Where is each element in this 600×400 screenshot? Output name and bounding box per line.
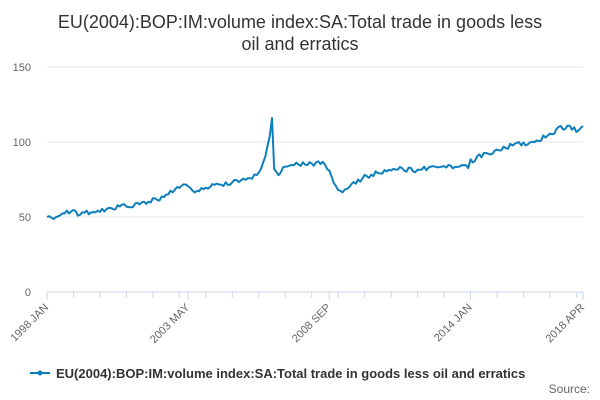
data-point[interactable] <box>121 204 127 210</box>
gridlines <box>47 66 583 293</box>
data-point[interactable] <box>95 210 101 216</box>
data-point[interactable] <box>320 159 326 165</box>
data-point[interactable] <box>386 168 392 174</box>
y-tick-label: 150 <box>13 62 31 74</box>
data-point[interactable] <box>293 160 299 166</box>
data-point[interactable] <box>185 183 191 189</box>
data-point[interactable] <box>201 184 207 190</box>
legend-label[interactable]: EU(2004):BOP:IM:volume index:SA:Total tr… <box>56 366 525 381</box>
data-point[interactable] <box>492 148 498 154</box>
data-point[interactable] <box>81 210 87 216</box>
data-point[interactable] <box>260 162 266 168</box>
data-point[interactable] <box>479 153 485 159</box>
data-point[interactable] <box>452 165 458 171</box>
data-point[interactable] <box>254 172 260 178</box>
data-point[interactable] <box>346 184 352 190</box>
data-point[interactable] <box>280 166 286 172</box>
data-point[interactable] <box>558 124 564 130</box>
data-point[interactable] <box>267 133 273 139</box>
data-point[interactable] <box>426 165 432 171</box>
data-point[interactable] <box>399 166 405 172</box>
x-axis: 1998 JAN 2003 MAY 2008 SEP 2014 JAN 2018 APR <box>8 292 587 346</box>
data-point[interactable] <box>148 198 154 204</box>
chart-title-line-1: EU(2004):BOP:IM:volume index:SA:Total tr… <box>58 12 542 32</box>
data-point[interactable] <box>306 162 312 168</box>
data-point[interactable] <box>468 159 474 165</box>
x-tick-label: 1998 JAN <box>8 302 51 345</box>
series-line[interactable] <box>46 117 584 220</box>
y-tick-label: 100 <box>13 137 31 149</box>
source-label: Source: <box>549 382 590 396</box>
data-point[interactable] <box>359 175 365 181</box>
data-point[interactable] <box>269 115 275 121</box>
data-point[interactable] <box>227 180 233 186</box>
chart-title-line-2: oil and erratics <box>241 34 358 54</box>
data-point[interactable] <box>55 213 61 219</box>
series-layer <box>44 115 586 222</box>
data-point[interactable] <box>518 141 524 147</box>
data-point[interactable] <box>240 177 246 183</box>
data-point[interactable] <box>44 216 50 222</box>
data-point[interactable] <box>580 124 586 130</box>
x-tick-label: 2018 APR <box>544 302 588 346</box>
data-point[interactable] <box>505 144 511 150</box>
data-point[interactable] <box>214 183 220 189</box>
data-point[interactable] <box>333 184 339 190</box>
data-point[interactable] <box>108 205 114 211</box>
data-point[interactable] <box>373 171 379 177</box>
data-point[interactable] <box>276 172 282 178</box>
data-point[interactable] <box>174 184 180 190</box>
data-point[interactable] <box>326 169 332 175</box>
data-point[interactable] <box>134 202 140 208</box>
data-point[interactable] <box>271 166 277 172</box>
data-point[interactable] <box>545 133 551 139</box>
data-point[interactable] <box>161 195 167 201</box>
x-tick-label: 2008 SEP <box>290 302 334 346</box>
y-axis: 0 50 100 150 <box>13 62 31 299</box>
data-point[interactable] <box>573 129 579 135</box>
data-point[interactable] <box>439 163 445 169</box>
data-point[interactable] <box>525 144 531 150</box>
y-tick-label: 50 <box>19 212 31 224</box>
x-tick-label: 2014 JAN <box>432 302 475 345</box>
data-point[interactable] <box>68 208 74 214</box>
data-point[interactable] <box>340 189 346 195</box>
x-tick-label: 2003 MAY <box>148 301 193 346</box>
data-point[interactable] <box>75 211 81 217</box>
legend[interactable]: EU(2004):BOP:IM:volume index:SA:Total tr… <box>30 366 525 381</box>
data-point[interactable] <box>190 190 196 196</box>
legend-marker-icon <box>37 370 43 376</box>
data-point[interactable] <box>412 168 418 174</box>
data-point[interactable] <box>531 138 537 144</box>
y-tick-label: 0 <box>25 287 31 299</box>
